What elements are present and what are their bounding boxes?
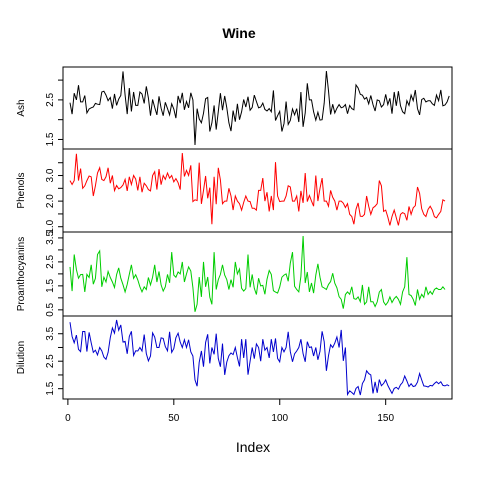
panel-frame-proanthocyanins: [62, 231, 453, 317]
series-label-ash: Ash: [16, 99, 27, 116]
y-tick-label-proanthocyanins: 2.5: [45, 255, 56, 269]
panel-dilution: 1.5 2.5 3.5 Dilution: [16, 315, 453, 400]
series-label-phenols: Phenols: [16, 172, 27, 208]
x-tick-label: 100: [271, 413, 288, 424]
series-line-phenols: [69, 152, 446, 226]
series-line-dilution: [69, 319, 450, 397]
series-label-dilution: Dilution: [16, 341, 27, 374]
y-tick-label-proanthocyanins: 1.5: [45, 278, 56, 292]
panel-frame-ash: [62, 66, 453, 150]
panel-proanthocyanins: 0.5 1.5 2.5 3.5 Proanthocyanins: [16, 231, 453, 317]
panel-ash: 1.5 2.5 Ash: [16, 66, 453, 150]
y-tick-label-ash: 2.5: [45, 93, 56, 107]
y-tick-label-dilution: 3.5: [45, 326, 56, 340]
series-line-ash: [69, 70, 450, 146]
y-tick-label-proanthocyanins: 3.5: [45, 231, 56, 245]
x-axis: 0 50 100 150: [65, 398, 394, 424]
chart-title: Wine: [222, 25, 256, 41]
y-tick-label-ash: 1.5: [45, 132, 56, 146]
panels-group: 1.5 2.5 Ash 1.0 2.0 3.0 Phenols 0.5 1.5 2.5 3.5 Pro…: [16, 66, 453, 400]
series-line-proanthocyanins: [69, 235, 446, 312]
y-tick-label-proanthocyanins: 0.5: [45, 302, 56, 316]
y-tick-label-phenols: 3.0: [45, 168, 56, 182]
panel-phenols: 1.0 2.0 3.0 Phenols: [16, 148, 453, 234]
x-tick-label: 0: [65, 413, 71, 424]
x-tick-label: 50: [168, 413, 180, 424]
x-axis-label: Index: [236, 439, 270, 455]
x-tick-label: 150: [377, 413, 394, 424]
y-tick-label-phenols: 2.0: [45, 194, 56, 208]
y-tick-label-dilution: 2.5: [45, 354, 56, 368]
series-label-proanthocyanins: Proanthocyanins: [16, 237, 27, 312]
y-tick-label-phenols: 1.0: [45, 219, 56, 233]
panel-frame-phenols: [62, 148, 453, 233]
y-tick-label-dilution: 1.5: [45, 381, 56, 395]
